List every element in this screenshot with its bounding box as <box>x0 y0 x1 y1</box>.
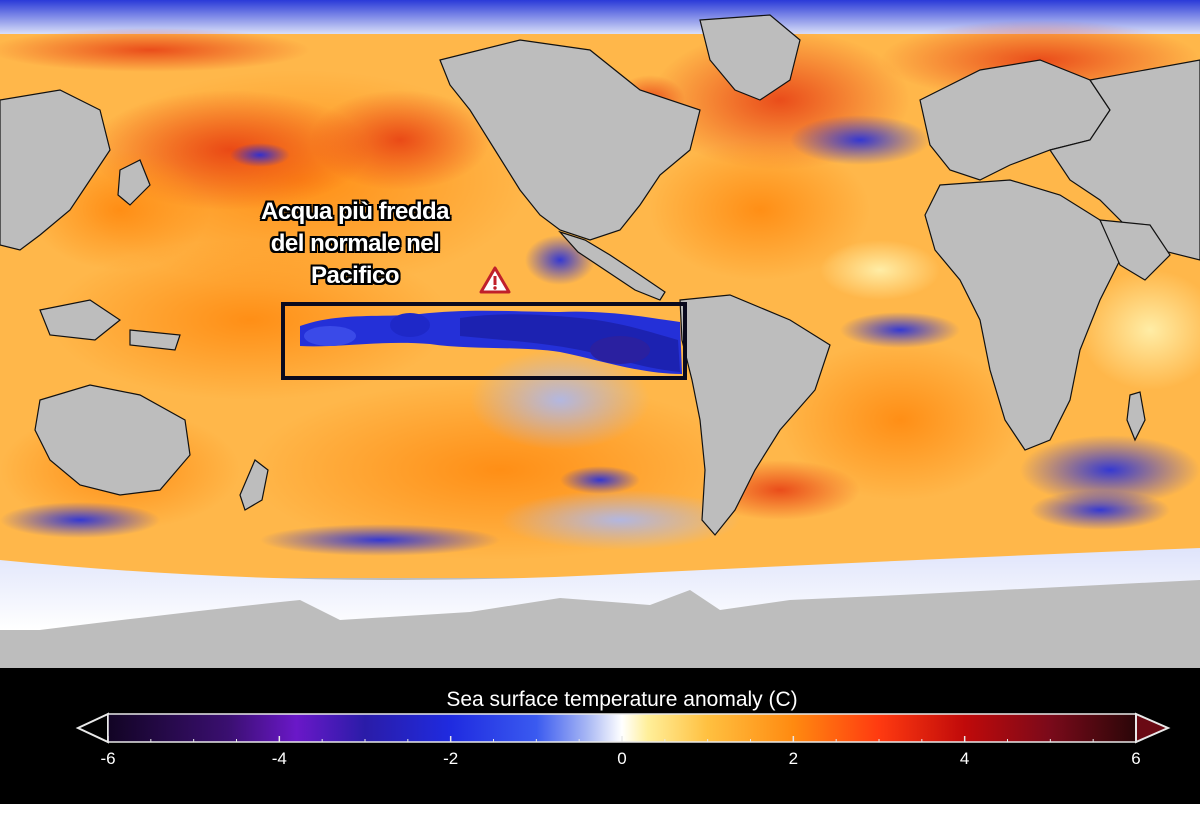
legend-title: Sea surface temperature anomaly (C) <box>446 688 798 711</box>
central-america <box>558 230 666 301</box>
antarctica <box>0 580 1200 668</box>
arabia <box>1099 219 1171 281</box>
colorbar-tick-label: 0 <box>617 749 627 768</box>
callout-line-1: Acqua più fredda <box>260 198 450 225</box>
colorbar-tick-label: 2 <box>788 749 799 768</box>
colorbar-left-arrow-icon <box>75 712 109 744</box>
colorbar-tick-label: -6 <box>100 749 116 768</box>
callout-line-3: Pacifico <box>310 262 400 289</box>
japan <box>117 159 151 206</box>
asia <box>1049 59 1200 261</box>
equatorial-cold-anomaly <box>300 310 682 374</box>
colorbar <box>75 712 1171 744</box>
africa <box>924 179 1121 451</box>
north-america <box>439 39 701 241</box>
sea-surface-anomaly-map <box>0 0 1200 668</box>
warning-triangle-icon <box>479 266 511 294</box>
callout-line-2: del normale nel <box>270 230 440 257</box>
colorbar-right-arrow-icon <box>1135 712 1171 744</box>
colorbar-tick-label: 4 <box>959 749 970 768</box>
east-asia <box>0 89 111 251</box>
maritime-continent <box>39 299 122 341</box>
highlight-region-box <box>281 302 687 380</box>
colorbar-tick-label: -2 <box>443 749 459 768</box>
cold-water-callout: Acqua più fredda del normale nel Pacific… <box>236 196 474 292</box>
australia <box>34 384 191 496</box>
new-zealand <box>239 459 269 511</box>
land-masses <box>0 14 1200 668</box>
madagascar <box>1126 391 1146 442</box>
greenland <box>699 14 801 101</box>
colorbar-tick-label: 6 <box>1131 749 1141 768</box>
bottom-margin <box>0 804 1200 818</box>
colorbar-tick-label: -4 <box>271 749 287 768</box>
south-america <box>679 294 831 536</box>
